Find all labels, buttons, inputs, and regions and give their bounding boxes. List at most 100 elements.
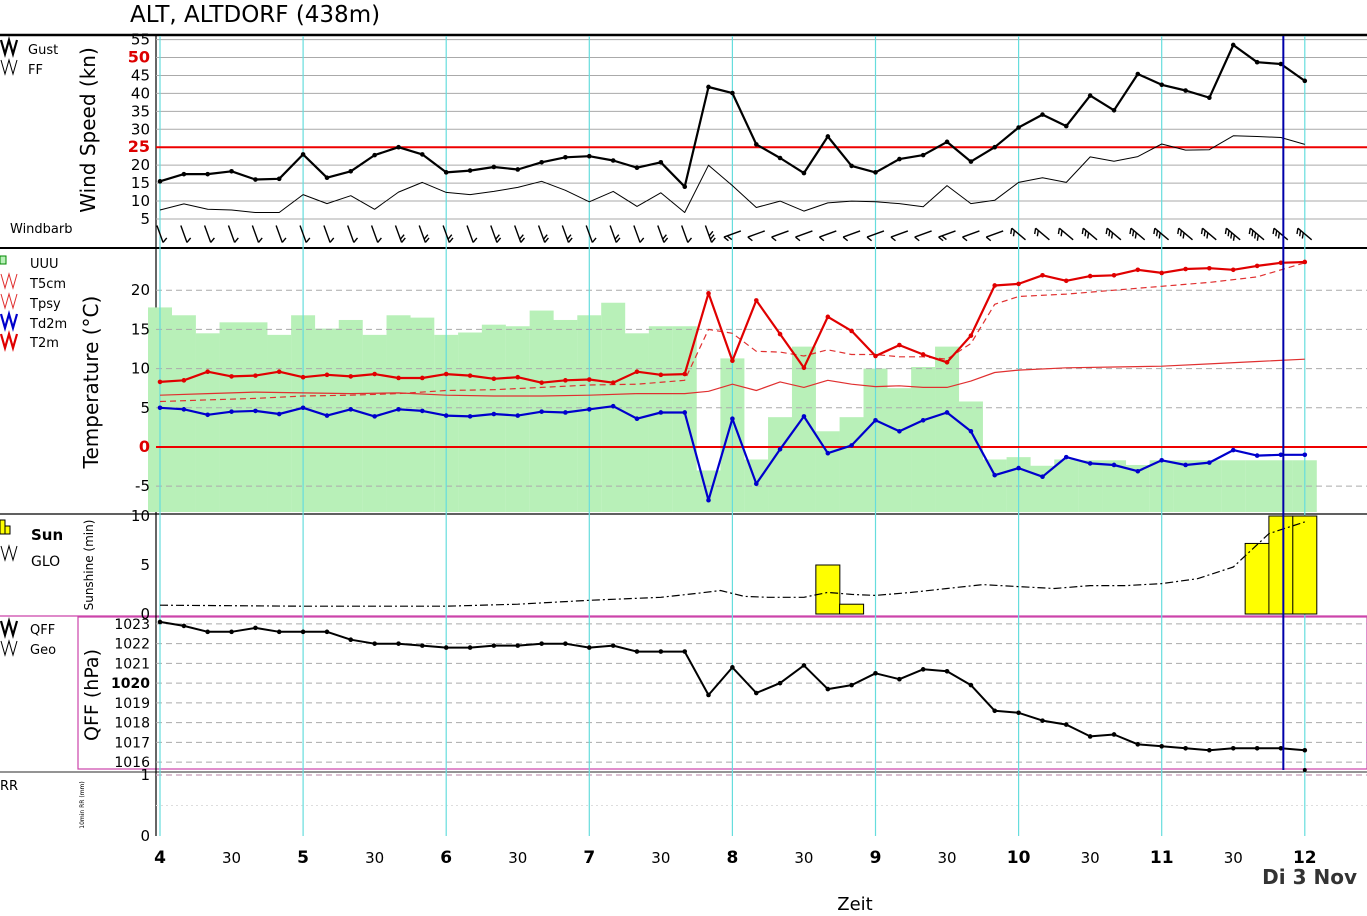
wind-barb-feather: [1224, 228, 1228, 235]
data-point: [1135, 742, 1141, 747]
humidity-bar: [362, 334, 387, 512]
wind-barb-feather: [614, 234, 620, 240]
data-point: [1230, 42, 1236, 48]
data-point: [1135, 71, 1141, 77]
data-point: [1302, 747, 1308, 753]
data-point: [682, 371, 688, 377]
wind-barb: [299, 225, 311, 243]
data-point: [253, 408, 258, 414]
humidity-bar: [648, 326, 673, 512]
data-point: [324, 413, 330, 418]
data-point: [348, 374, 354, 379]
series-line: [159, 358, 1305, 397]
data-point: [992, 144, 998, 150]
wind-barb-shaft: [299, 225, 307, 243]
y-tick-label: 35: [131, 102, 150, 120]
wind-barb-shaft: [681, 225, 689, 243]
wind-barb-feather: [1182, 232, 1185, 239]
data-point: [944, 668, 950, 674]
data-point: [610, 643, 616, 648]
wind-barb-shaft: [657, 225, 665, 243]
y-tick-label: -5: [135, 477, 150, 495]
wind-barb-feather: [726, 235, 733, 241]
wind-barb-feather: [448, 237, 454, 243]
wind-barb-shaft: [1082, 227, 1098, 241]
data-point: [420, 152, 425, 157]
data-point: [801, 663, 807, 668]
data-point: [634, 165, 640, 170]
data-point: [587, 153, 592, 159]
data-point: [801, 414, 807, 419]
wind-barb-feather: [1256, 234, 1259, 241]
data-point: [825, 134, 831, 139]
wind-barb: [985, 230, 1004, 242]
data-point: [1159, 270, 1164, 276]
data-point: [205, 171, 210, 177]
wind-barb-shaft: [227, 225, 236, 243]
wind-barb-feather: [377, 237, 382, 243]
wind-barb-feather: [496, 237, 502, 243]
wind-barb-feather: [1254, 232, 1257, 239]
data-point: [1111, 272, 1117, 278]
wind-barb-feather: [1275, 230, 1278, 237]
legend-label: FF: [28, 63, 43, 78]
wind-barb-feather: [747, 236, 753, 242]
legend-icon-glo: [0, 544, 18, 562]
data-point: [1111, 462, 1117, 468]
legend-icon-t5cm: [0, 272, 18, 290]
legend-icon-tpsy: [0, 292, 18, 310]
data-point: [563, 410, 568, 415]
data-point: [443, 413, 449, 418]
x-tick-label: 30: [365, 849, 384, 867]
data-point: [1302, 768, 1307, 772]
data-point: [515, 643, 521, 648]
data-point: [181, 407, 187, 412]
wind-barb-shaft: [1178, 227, 1193, 241]
wind-barb-shaft: [1154, 227, 1170, 241]
wind-barb-feather: [210, 237, 215, 243]
wind-barb-feather: [1033, 228, 1037, 235]
data-point: [777, 446, 783, 452]
humidity-bar: [386, 315, 411, 512]
legend-label: Geo: [30, 643, 56, 658]
x-tick-label: 5: [297, 848, 309, 868]
humidity-bar: [768, 417, 793, 512]
wind-barb-feather: [234, 237, 239, 243]
humidity-bar: [195, 333, 220, 512]
data-point: [563, 378, 568, 383]
legend-icon-td2m: [0, 309, 19, 333]
data-point: [682, 649, 688, 654]
wind-barb-shaft: [1130, 227, 1146, 241]
data-point: [1254, 59, 1260, 65]
y-tick-label: 50: [128, 48, 150, 67]
x-tick-label: 30: [1224, 849, 1243, 867]
wind-barb: [323, 225, 335, 243]
data-point: [396, 144, 401, 150]
wind-barb-feather: [567, 237, 573, 243]
data-point: [515, 374, 521, 380]
wind-barb-feather: [1036, 230, 1039, 237]
data-point: [1207, 747, 1212, 753]
wind-barb: [514, 225, 526, 243]
data-point: [849, 443, 854, 448]
data-point: [920, 352, 926, 357]
data-point: [1016, 125, 1021, 130]
data-point: [1040, 718, 1045, 723]
data-point: [396, 407, 401, 412]
wind-barb-feather: [818, 236, 825, 242]
legend-icon-ff: [0, 58, 18, 76]
data-point: [1230, 267, 1236, 273]
data-point: [610, 403, 616, 409]
x-tick-label: 30: [508, 849, 527, 867]
data-point: [1040, 474, 1045, 480]
wind-barb: [1153, 227, 1170, 241]
data-point: [825, 450, 831, 456]
wind-barb: [1200, 227, 1217, 241]
x-tick-label: 12: [1293, 848, 1317, 868]
wind-barb-feather: [495, 234, 500, 240]
y-tick-label: 5: [140, 399, 150, 417]
wind-barb-feather: [1155, 230, 1159, 237]
wind-barb-feather: [1084, 230, 1087, 237]
y-tick-label: 10: [131, 507, 150, 525]
wind-barb-shaft: [866, 230, 885, 238]
